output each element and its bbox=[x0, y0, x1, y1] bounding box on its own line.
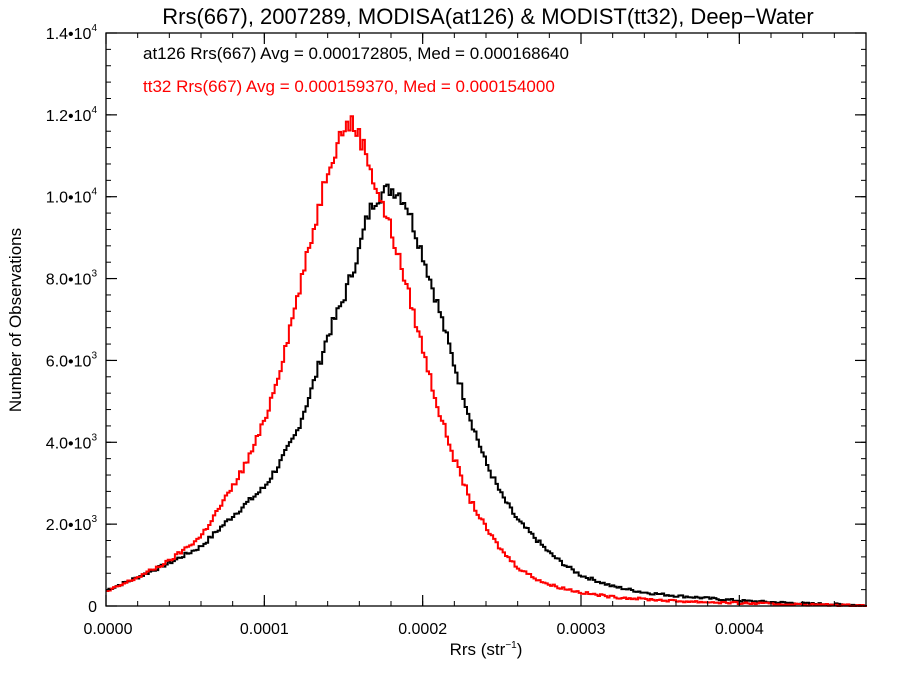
y-tick-label: 6.0•103 bbox=[46, 350, 98, 370]
x-axis-label-close: ) bbox=[517, 640, 523, 659]
x-tick-label: 0.0002 bbox=[398, 621, 447, 638]
y-tick-label: 8.0•103 bbox=[46, 269, 98, 289]
x-tick-label: 0.0000 bbox=[84, 621, 133, 638]
plot-frame bbox=[105, 32, 867, 607]
series-line-0 bbox=[106, 183, 867, 607]
chart-title: Rrs(667), 2007289, MODISA(at126) & MODIS… bbox=[162, 4, 813, 29]
annotation-0: at126 Rrs(667) Avg = 0.000172805, Med = … bbox=[143, 44, 569, 63]
x-axis-label: Rrs (str−1) bbox=[450, 640, 523, 659]
y-tick-label: 1.2•104 bbox=[46, 105, 98, 125]
x-tick-label: 0.0001 bbox=[240, 621, 289, 638]
y-axis-label: Number of Observations bbox=[6, 228, 25, 412]
y-tick-label: 1.4•104 bbox=[46, 23, 98, 43]
x-tick-label: 0.0003 bbox=[557, 621, 606, 638]
y-tick-label: 0 bbox=[88, 599, 97, 616]
x-axis-label-main: Rrs (str bbox=[450, 640, 506, 659]
x-axis-label-exponent: −1 bbox=[505, 640, 517, 651]
x-tick-label: 0.0004 bbox=[715, 621, 764, 638]
annotation-1: tt32 Rrs(667) Avg = 0.000159370, Med = 0… bbox=[143, 77, 555, 96]
y-tick-label: 2.0•103 bbox=[46, 514, 98, 534]
y-tick-label: 1.0•104 bbox=[46, 187, 98, 207]
y-tick-label: 4.0•103 bbox=[46, 432, 98, 452]
series-line-1 bbox=[106, 115, 867, 607]
x-axis: 0.0000 0.0001 0.0002 0.0003 0.0004 bbox=[84, 33, 867, 638]
y-axis: 0 2.0•103 4.0•103 6.0•103 8.0•103 1.0•104 1.2•… bbox=[46, 23, 866, 616]
